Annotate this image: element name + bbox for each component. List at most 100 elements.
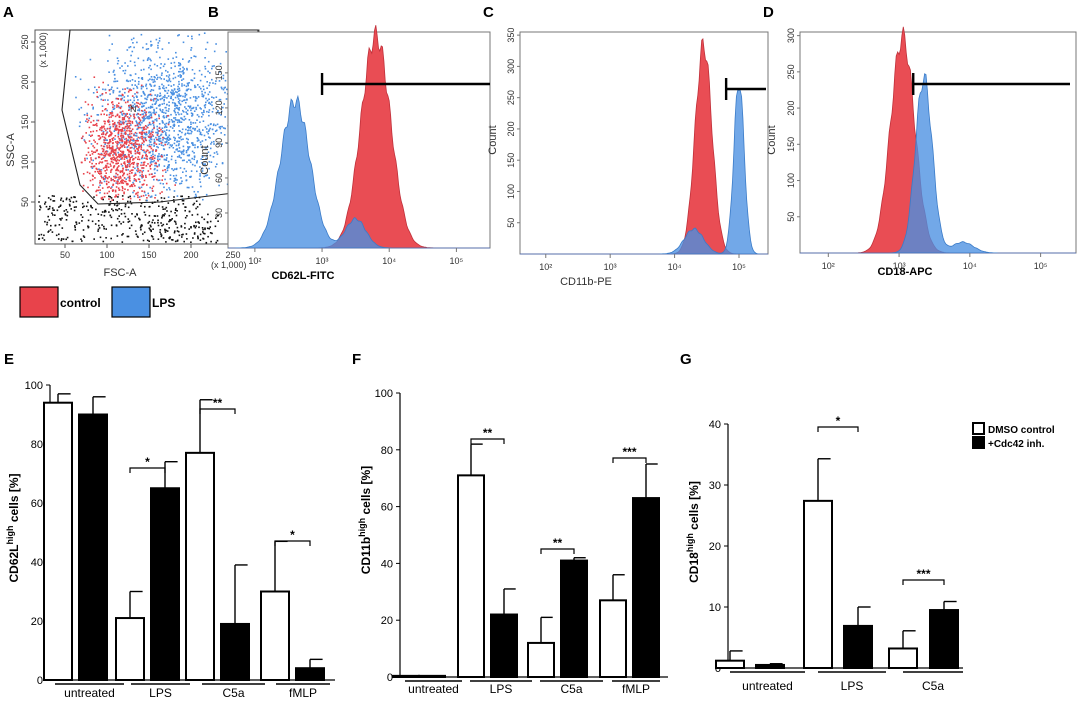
panel-f-letter: F	[352, 351, 361, 368]
x-tick-label: 10³	[893, 261, 906, 271]
bar-inhibitor	[929, 609, 959, 669]
bar-inhibitor	[78, 413, 108, 681]
significance-bracket	[612, 457, 647, 463]
panel-e: E CD62Lhigh cells [%] 0 20 40 60 80 100 untrea…	[4, 351, 335, 700]
x-tick-label: 50	[60, 250, 70, 260]
panel-e-letter: E	[4, 351, 14, 368]
bar-dmso	[715, 659, 745, 669]
category-label: C5a	[222, 686, 244, 700]
category-label: untreated	[742, 679, 793, 693]
panel-e-ylabel: CD62Lhigh cells [%]	[5, 473, 21, 582]
bar-inhibitor	[560, 559, 588, 678]
panel-c-ylabel: Count	[487, 125, 499, 154]
y-tick-label: 0	[715, 663, 721, 675]
legend-lps-swatch	[111, 286, 151, 318]
y-tick-label: 40	[709, 419, 721, 431]
legend-lps-label: LPS	[152, 296, 175, 310]
y-tick-label: 120	[214, 100, 224, 115]
y-tick-label: 150	[506, 153, 516, 168]
y-tick-label: 150	[214, 65, 224, 80]
category-label: untreated	[64, 686, 115, 700]
panel-f: F CD11bhigh cells [%] 0 20 40 60 80 100 untrea…	[352, 351, 668, 696]
panel-d-letter: D	[763, 4, 774, 21]
category-label: LPS	[490, 682, 513, 696]
y-tick-label: 200	[20, 74, 30, 89]
y-tick-label: 350	[506, 28, 516, 43]
bar-inhibitor	[220, 622, 250, 682]
y-tick-label: 30	[709, 480, 721, 492]
legend-open-label: DMSO control	[988, 425, 1055, 436]
category-label: LPS	[149, 686, 172, 700]
lps-histogram	[520, 89, 768, 255]
y-tick-label: 100	[786, 173, 796, 188]
panel-b-xlabel: CD62L-FITC	[272, 270, 335, 282]
y-tick-label: 100	[506, 184, 516, 199]
bar-inhibitor	[632, 497, 660, 678]
significance-label: *	[145, 455, 150, 469]
significance-label: *	[836, 414, 841, 428]
significance-bracket	[274, 540, 311, 546]
significance-bracket	[470, 438, 505, 444]
panel-a-ylabel: SSC-A	[5, 133, 17, 167]
panel-a-xlabel: FSC-A	[104, 267, 138, 279]
y-tick-label: 250	[506, 90, 516, 105]
panel-c: C CD11b-PE Count high 501001502002503003…	[483, 4, 769, 288]
category-label: C5a	[922, 679, 944, 693]
bar-dmso	[888, 647, 918, 669]
category-label: LPS	[841, 679, 864, 693]
y-tick-label: 90	[214, 138, 224, 148]
x-tick-label: 10⁵	[732, 262, 746, 272]
y-tick-label: 60	[214, 173, 224, 183]
panel-f-ylabel: CD11bhigh cells [%]	[357, 466, 373, 574]
category-label: fMLP	[289, 686, 317, 700]
x-tick-label: 150	[141, 250, 156, 260]
significance-bracket	[199, 408, 236, 414]
bar-dmso	[43, 401, 73, 681]
bar-inhibitor	[755, 663, 785, 670]
panel-b-ylabel: Count	[199, 145, 211, 174]
x-tick-label: 200	[183, 250, 198, 260]
x-tick-label: 10³	[316, 256, 329, 266]
x-tick-label: 10²	[248, 256, 261, 266]
y-tick-label: 40	[381, 558, 393, 570]
panel-g: G CD18high cells [%] 0 10 20 30 40 untreated L…	[680, 351, 963, 693]
significance-label: **	[553, 536, 563, 550]
y-tick-label: 10	[709, 602, 721, 614]
bar-dmso	[527, 641, 555, 678]
panel-d-xlabel: CD18-APC	[877, 266, 932, 278]
bar-dmso	[599, 599, 627, 679]
x-tick-label: 100	[99, 250, 114, 260]
bar-inhibitor	[295, 667, 325, 682]
panel-c-letter: C	[483, 4, 494, 21]
bar-inhibitor	[843, 624, 873, 669]
panel-a-y-ticks: 50 100 150 200 250	[20, 34, 35, 207]
scatter-dots	[38, 32, 258, 244]
significance-bracket	[540, 548, 575, 554]
panel-d-ylabel: Count	[766, 125, 778, 154]
bar-dmso	[803, 499, 833, 669]
y-tick-label: 20	[381, 615, 393, 627]
x-tick-label: 10⁴	[382, 256, 396, 266]
significance-bracket	[902, 579, 945, 585]
x-tick-label: 10⁴	[668, 262, 682, 272]
y-tick-label: 100	[375, 388, 393, 400]
y-tick-label: 30	[214, 208, 224, 218]
panel-d: D CD18-APC Count high 501001502002503001…	[763, 4, 1077, 278]
gate-label: N	[130, 104, 137, 114]
y-tick-label: 20	[31, 616, 43, 628]
x-tick-label: 10⁵	[450, 256, 464, 266]
y-tick-label: 250	[786, 64, 796, 79]
legend-filled-swatch	[972, 436, 985, 449]
y-tick-label: 0	[37, 675, 43, 687]
x-tick-label: 10²	[822, 261, 835, 271]
significance-bracket	[817, 426, 859, 432]
panel-b-letter: B	[208, 4, 219, 21]
significance-bracket	[129, 467, 166, 473]
x-multiplier: (x 1,000)	[211, 260, 247, 270]
bar-dmso	[185, 451, 215, 681]
y-tick-label: 300	[786, 28, 796, 43]
significance-label: **	[213, 396, 223, 410]
category-label: untreated	[408, 682, 459, 696]
y-tick-label: 80	[31, 439, 43, 451]
